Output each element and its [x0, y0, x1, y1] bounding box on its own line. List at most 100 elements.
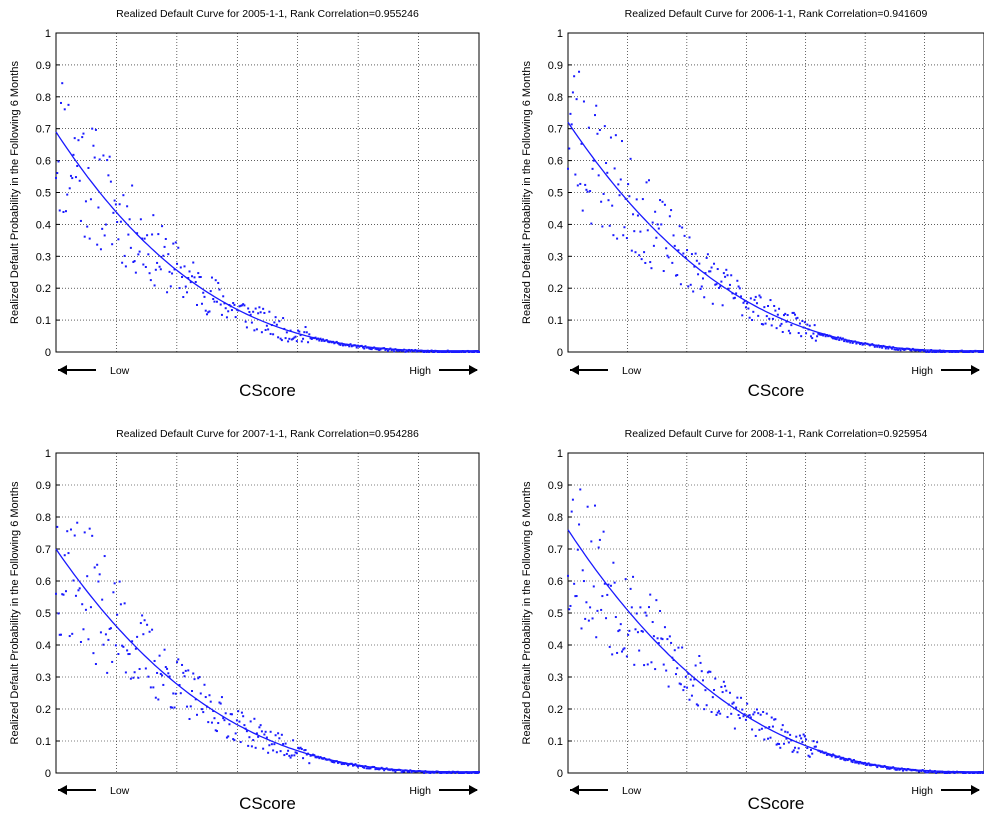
data-point — [714, 283, 717, 286]
data-point — [948, 772, 951, 774]
data-point — [824, 335, 827, 338]
data-point — [240, 304, 243, 307]
data-point — [602, 192, 605, 195]
y-tick-label: 0.4 — [36, 219, 51, 231]
data-point — [857, 762, 860, 765]
data-point — [753, 711, 756, 714]
data-point — [114, 203, 117, 206]
data-point — [667, 256, 670, 259]
y-axis-label: Realized Default Probability in the Foll… — [521, 61, 533, 324]
data-point — [187, 669, 190, 672]
data-point — [197, 677, 200, 680]
data-point — [269, 730, 272, 733]
data-point — [474, 350, 477, 353]
data-point — [846, 340, 849, 343]
data-point — [574, 173, 577, 176]
y-tick-label: 0.7 — [548, 544, 563, 556]
data-point — [146, 623, 149, 626]
data-point — [792, 311, 795, 314]
data-point — [571, 498, 574, 501]
data-point — [808, 324, 811, 327]
data-point — [57, 160, 60, 163]
y-tick-label: 0.3 — [548, 672, 563, 684]
data-point — [922, 349, 925, 352]
data-point — [207, 721, 210, 724]
data-point — [640, 258, 643, 261]
chart-title: Realized Default Curve for 2006-1-1, Ran… — [625, 8, 928, 20]
data-point — [609, 136, 612, 139]
data-point — [309, 337, 312, 340]
data-point — [446, 771, 449, 774]
data-point — [245, 326, 248, 329]
data-point — [965, 351, 968, 353]
data-point — [340, 763, 343, 766]
data-point — [629, 157, 632, 160]
data-point — [584, 183, 587, 186]
data-point — [146, 234, 149, 237]
data-point — [697, 704, 700, 707]
data-point — [790, 324, 793, 327]
data-point — [780, 728, 783, 731]
data-point — [940, 351, 943, 353]
data-point — [716, 711, 719, 714]
data-point — [194, 280, 197, 283]
data-point — [398, 349, 401, 352]
data-point — [678, 225, 681, 228]
data-point — [954, 351, 957, 353]
data-point — [450, 772, 453, 774]
data-point — [902, 769, 905, 772]
data-point — [84, 608, 87, 611]
data-point — [705, 256, 708, 259]
data-point — [415, 350, 418, 353]
data-point — [476, 772, 479, 774]
data-point — [600, 200, 603, 203]
data-point — [919, 350, 922, 353]
data-point — [106, 159, 109, 162]
data-point — [355, 764, 358, 767]
data-point — [789, 733, 792, 736]
data-point — [713, 262, 716, 265]
data-point — [968, 772, 971, 774]
y-tick-label: 0 — [45, 768, 51, 780]
data-point — [158, 265, 161, 268]
data-point — [287, 340, 290, 343]
data-point — [280, 733, 283, 736]
x-low-label: Low — [110, 365, 130, 377]
x-low-label: Low — [622, 785, 642, 797]
data-point — [74, 594, 77, 597]
data-point — [401, 770, 404, 773]
data-point — [643, 664, 646, 667]
data-point — [593, 504, 596, 507]
y-axis-label: Realized Default Probability in the Foll… — [521, 481, 533, 744]
data-point — [108, 155, 111, 158]
data-point — [300, 748, 303, 751]
data-point — [893, 348, 896, 351]
data-point — [233, 303, 236, 306]
data-point — [376, 348, 379, 351]
data-point — [585, 601, 588, 604]
data-point — [686, 249, 689, 252]
data-point — [386, 349, 389, 352]
data-point — [176, 661, 179, 664]
data-point — [108, 627, 111, 630]
data-point — [752, 310, 755, 313]
data-point — [903, 348, 906, 351]
data-point — [904, 348, 907, 351]
data-point — [454, 772, 457, 774]
data-point — [83, 531, 86, 534]
data-point — [438, 771, 441, 774]
data-point — [647, 179, 650, 182]
data-point — [616, 651, 619, 654]
data-point — [227, 310, 230, 313]
data-point — [936, 350, 939, 353]
data-point — [976, 772, 979, 774]
data-point — [178, 684, 181, 687]
data-point — [136, 232, 139, 235]
data-point — [882, 765, 885, 768]
data-point — [370, 348, 373, 351]
data-point — [776, 742, 779, 745]
data-point — [713, 688, 716, 691]
data-point — [213, 300, 216, 303]
data-point — [596, 609, 599, 612]
data-point — [112, 591, 115, 594]
